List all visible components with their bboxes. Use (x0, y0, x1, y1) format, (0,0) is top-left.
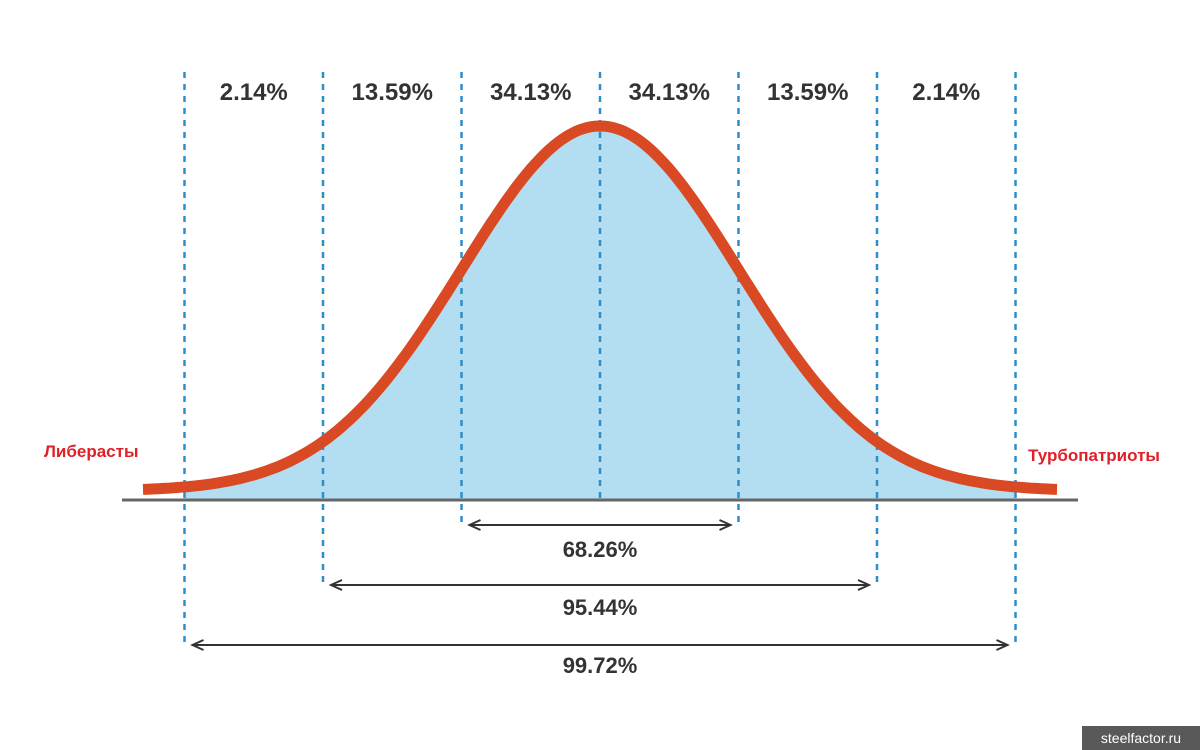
band-labels: 2.14% 13.59% 34.13% 34.13% 13.59% 2.14% (220, 79, 981, 106)
range-label: 99.72% (563, 653, 638, 678)
arrow-head (996, 639, 1010, 651)
arrow-head (190, 639, 204, 651)
watermark: steelfactor.ru (1082, 726, 1200, 750)
arrow-head (857, 579, 872, 591)
distribution-curve (141, 120, 1059, 495)
band-label: 13.59% (767, 79, 848, 106)
range-label: 95.44% (563, 595, 638, 620)
left-side-label: Либерасты (44, 442, 138, 461)
range-arrows: 68.26% 95.44% 99.72% (190, 519, 1010, 678)
arrow-head (467, 519, 481, 531)
band-label: 2.14% (220, 79, 288, 106)
band-label: 34.13% (629, 79, 710, 106)
arrow-head (328, 579, 343, 591)
band-label: 34.13% (490, 79, 571, 106)
band-label: 13.59% (352, 79, 433, 106)
arrow-head (719, 519, 733, 531)
sigma-lines (183, 72, 1017, 648)
band-label: 2.14% (912, 79, 980, 106)
right-side-label: Турбопатриоты (1028, 446, 1160, 465)
range-label: 68.26% (563, 537, 638, 562)
